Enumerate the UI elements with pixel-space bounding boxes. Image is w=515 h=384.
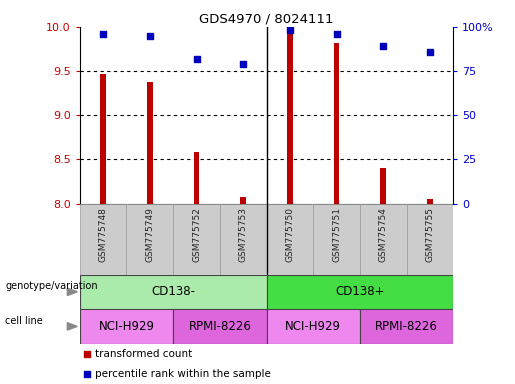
Bar — [267, 204, 313, 275]
Bar — [334, 43, 339, 204]
Point — [426, 48, 434, 55]
Text: genotype/variation: genotype/variation — [5, 281, 98, 291]
Bar — [381, 168, 386, 204]
Text: GSM775748: GSM775748 — [99, 207, 108, 262]
Bar — [80, 204, 127, 275]
Polygon shape — [67, 288, 77, 296]
Text: transformed count: transformed count — [95, 349, 192, 359]
Point — [83, 371, 92, 377]
Text: GSM775754: GSM775754 — [379, 207, 388, 262]
Bar — [194, 152, 199, 204]
Bar — [100, 74, 106, 204]
Text: CD138-: CD138- — [151, 285, 195, 298]
Bar — [80, 275, 267, 309]
Point — [332, 31, 340, 37]
Point — [239, 61, 247, 67]
Text: CD138+: CD138+ — [335, 285, 385, 298]
Bar — [173, 309, 267, 344]
Text: NCI-H929: NCI-H929 — [285, 320, 341, 333]
Point — [146, 33, 154, 39]
Point — [379, 43, 387, 50]
Text: RPMI-8226: RPMI-8226 — [188, 320, 251, 333]
Text: GSM775752: GSM775752 — [192, 207, 201, 262]
Bar — [80, 309, 173, 344]
Bar — [406, 204, 453, 275]
Bar — [427, 199, 433, 204]
Bar — [173, 204, 220, 275]
Text: RPMI-8226: RPMI-8226 — [375, 320, 438, 333]
Text: GSM775750: GSM775750 — [285, 207, 295, 262]
Bar — [241, 197, 246, 204]
Text: GSM775751: GSM775751 — [332, 207, 341, 262]
Bar — [360, 309, 453, 344]
Bar — [360, 204, 406, 275]
Text: GSM775753: GSM775753 — [238, 207, 248, 262]
Bar — [267, 309, 360, 344]
Bar — [147, 82, 152, 204]
Text: GSM775749: GSM775749 — [145, 207, 154, 262]
Polygon shape — [67, 323, 77, 330]
Title: GDS4970 / 8024111: GDS4970 / 8024111 — [199, 13, 334, 26]
Bar — [127, 204, 173, 275]
Text: GSM775755: GSM775755 — [425, 207, 434, 262]
Text: NCI-H929: NCI-H929 — [98, 320, 154, 333]
Bar — [287, 33, 293, 204]
Bar — [220, 204, 267, 275]
Point — [99, 31, 107, 37]
Point — [193, 56, 201, 62]
Text: cell line: cell line — [5, 316, 43, 326]
Point — [286, 27, 294, 33]
Bar — [313, 204, 360, 275]
Text: percentile rank within the sample: percentile rank within the sample — [95, 369, 271, 379]
Point — [83, 351, 92, 357]
Bar — [267, 275, 453, 309]
